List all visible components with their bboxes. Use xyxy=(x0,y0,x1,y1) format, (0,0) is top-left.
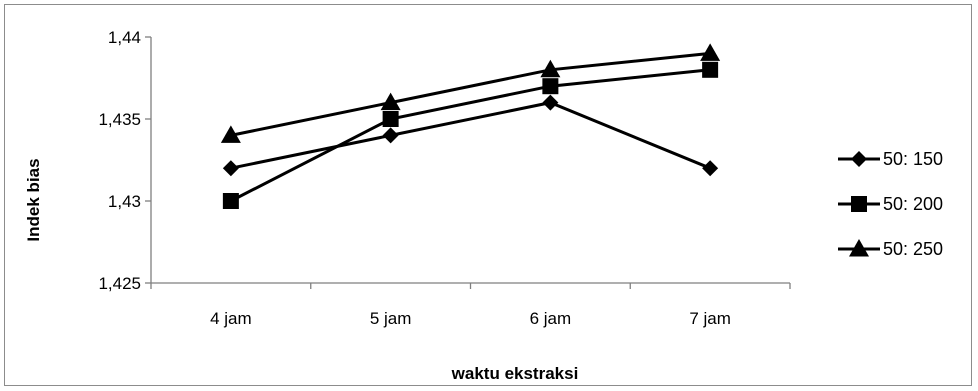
data-point xyxy=(542,94,559,111)
series-line xyxy=(230,101,711,170)
data-point xyxy=(542,78,559,95)
legend-label: 50: 200 xyxy=(883,194,943,214)
series-50-250 xyxy=(220,43,721,143)
data-point xyxy=(382,111,399,127)
data-point xyxy=(540,59,561,78)
legend-marker xyxy=(851,151,867,167)
x-tick-label: 4 jam xyxy=(210,309,252,328)
x-tick-label: 6 jam xyxy=(530,309,572,328)
legend-marker xyxy=(849,239,869,257)
x-axis-title: waktu ekstraksi xyxy=(451,364,579,383)
data-point xyxy=(702,160,719,177)
data-point xyxy=(220,125,241,143)
series-line xyxy=(230,51,711,137)
legend-label: 50: 250 xyxy=(883,239,943,259)
series-line xyxy=(230,68,711,203)
y-tick-label: 1,44 xyxy=(108,28,141,47)
axes: 1,425 1,43 1,435 1,44 4 jam 5 jam 6 jam 7 jam xyxy=(98,28,791,328)
data-point xyxy=(702,61,719,78)
series-50-200 xyxy=(222,61,719,209)
data-point xyxy=(222,193,239,209)
data-point xyxy=(382,127,399,144)
series-50-150 xyxy=(222,94,719,177)
data-point xyxy=(222,160,239,177)
legend-label: 50: 150 xyxy=(883,149,943,169)
data-point xyxy=(380,92,401,111)
y-axis-title: Indek bias xyxy=(24,158,43,241)
y-tick-label: 1,43 xyxy=(108,192,141,211)
y-tick-label: 1,425 xyxy=(98,274,141,293)
y-tick-label: 1,435 xyxy=(98,110,141,129)
legend: 50: 150 50: 200 50: 250 xyxy=(838,149,943,259)
chart-frame xyxy=(4,4,972,386)
data-point xyxy=(700,43,721,61)
legend-marker xyxy=(851,196,867,212)
x-tick-label: 5 jam xyxy=(370,309,412,328)
x-tick-label: 7 jam xyxy=(689,309,731,328)
